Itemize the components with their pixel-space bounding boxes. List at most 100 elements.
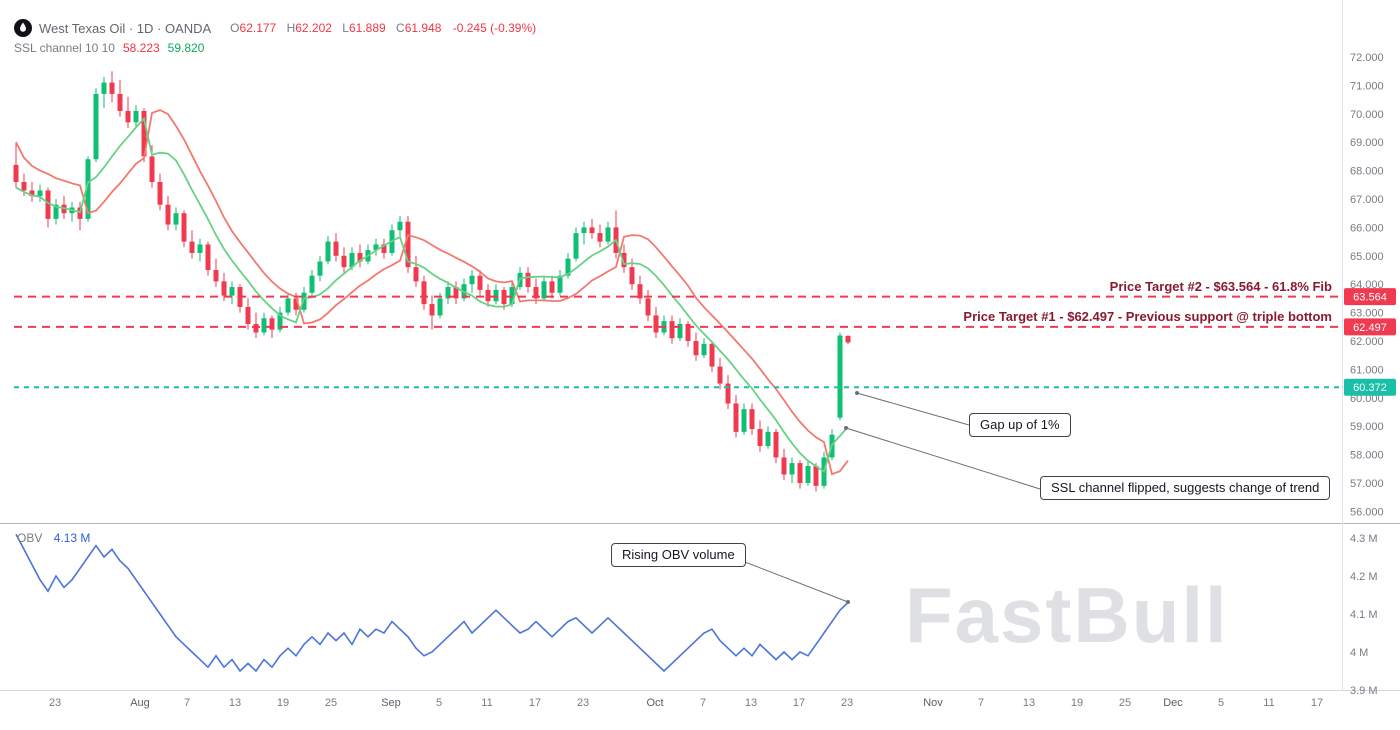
candle-body [605,227,611,242]
candle-body [453,287,459,299]
candle-body [701,343,707,356]
candle-body [781,457,787,475]
callout-ssl-flip[interactable]: SSL channel flipped, suggests change of … [1040,476,1331,500]
symbol-title[interactable]: West Texas Oil · 1D · OANDA [39,20,212,36]
candle-body [277,312,283,330]
price-level-badge[interactable] [1344,318,1396,336]
time-axis-label: 11 [481,697,492,709]
open-value: 62.177 [239,21,277,35]
time-axis-label: 17 [529,697,541,709]
price-axis-label: 63.000 [1350,308,1384,320]
candle-body [213,270,219,282]
candle-body [437,298,443,316]
candle-body [421,281,427,305]
candle-body [557,275,563,293]
candle-body [845,335,851,343]
candle-body [157,181,163,205]
callout-anchor-dot [846,600,850,604]
time-axis-label: 13 [1023,697,1035,709]
candle-body [597,233,603,242]
price-level-badge[interactable] [1344,378,1396,396]
callout-connector [731,556,849,603]
candle-body [445,287,451,299]
candle-body [381,244,387,253]
obv-legend[interactable]: OBV 4.13 M [17,531,90,545]
candle-body [717,366,723,384]
indicator-legend[interactable]: SSL channel 10 10 58.223 59.820 [14,41,204,55]
candle-body [757,429,763,447]
candle-body [797,463,803,483]
candle-body [221,281,227,296]
obv-label[interactable]: OBV [17,531,43,545]
callout-gap-up[interactable]: Gap up of 1% [969,413,1071,437]
symbol-legend[interactable]: West Texas Oil · 1D · OANDA O62.177 H62.… [14,19,536,37]
candle-body [549,281,555,293]
candle-body [13,164,19,182]
price-axis-label: 65.000 [1350,251,1384,263]
candle-body [789,463,795,475]
candle-body [229,287,235,296]
candle-body [21,181,27,191]
candle-body [589,227,595,234]
callout-rising-obv[interactable]: Rising OBV volume [611,543,746,567]
price-axis-label: 72.000 [1350,52,1384,64]
candle-body [533,287,539,299]
candle-body [477,275,483,290]
price-target-2-label[interactable]: Price Target #2 - $63.564 - 61.8% Fib [1109,279,1332,294]
callout-anchor-dot [855,391,859,395]
candle-body [837,335,843,418]
candle-body [621,252,627,268]
candle-body [749,409,755,430]
obv-axis-label: 4.1 M [1350,609,1378,621]
time-axis-label: 17 [1311,697,1323,709]
price-axis-label: 71.000 [1350,80,1384,92]
candle-body [85,159,91,219]
callout-connector [856,392,970,426]
candle-body [349,252,355,268]
price-target-1-label[interactable]: Price Target #1 - $62.497 - Previous sup… [963,309,1332,324]
candle-body [429,304,435,316]
time-axis-label: 23 [577,697,589,709]
time-axis-label: 25 [1119,697,1131,709]
candle-body [341,255,347,268]
candle-body [773,431,779,458]
time-axis-label: 13 [229,697,241,709]
candle-body [709,343,715,367]
close-label: C [396,21,405,35]
ssl-green-line [15,116,849,474]
oil-drop-icon [14,19,32,37]
candle-body [733,403,739,432]
candle-body [269,318,275,330]
candle-body [469,275,475,285]
obv-axis-label: 4.3 M [1350,533,1378,545]
candle-body [309,275,315,293]
candle-body [109,82,115,94]
time-axis-label: 23 [841,697,853,709]
candle-body [509,287,515,305]
candle-body [253,323,259,333]
time-axis-label: 7 [700,697,706,709]
candle-body [645,298,651,316]
close-value: 61.948 [404,21,442,35]
candle-body [685,323,691,341]
indicator-red-value: 58.223 [122,41,160,55]
indicator-name[interactable]: SSL channel 10 10 [14,41,115,55]
price-axis-label: 70.000 [1350,109,1384,121]
price-axis-label: 59.000 [1350,421,1384,433]
candle-body [325,241,331,262]
candle-body [301,292,307,310]
time-axis-label: Dec [1163,697,1183,709]
ssl-red-line [15,109,849,476]
candle-body [149,156,155,182]
price-axis-label: 58.000 [1350,450,1384,462]
time-axis-label: Oct [646,697,663,709]
price-level-badge[interactable] [1344,288,1396,306]
low-label: L [342,21,349,35]
time-axis-label: 5 [436,697,442,709]
price-level-badge-label: 60.372 [1353,382,1387,394]
ohlc-readout: O62.177 H62.202 L61.889 C61.948 -0.245 (… [223,21,536,35]
price-axis-label: 62.000 [1350,336,1384,348]
price-axis-label: 56.000 [1350,506,1384,518]
